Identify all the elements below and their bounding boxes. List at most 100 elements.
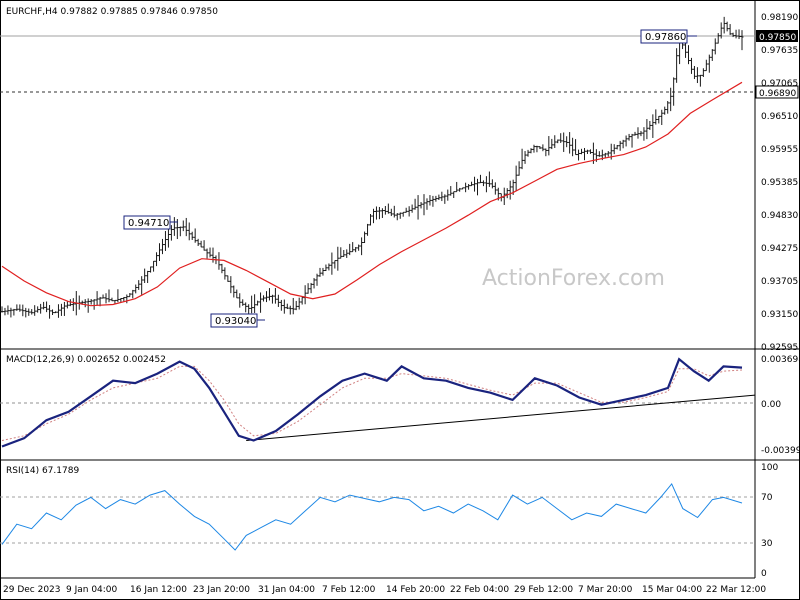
ohlc-bar bbox=[437, 194, 441, 201]
ohlc-bar bbox=[282, 299, 286, 314]
ohlc-bar bbox=[48, 305, 52, 319]
ohlc-bar bbox=[294, 300, 298, 311]
ohlc-bar bbox=[267, 288, 271, 301]
ohlc-bar bbox=[330, 252, 334, 275]
ohlc-bar bbox=[339, 247, 343, 259]
price-pane-header: EURCHF,H4 0.97882 0.97885 0.97846 0.9785… bbox=[6, 7, 218, 17]
ohlc-bar bbox=[565, 136, 569, 148]
ohlc-bar bbox=[190, 231, 194, 240]
ohlc-bar bbox=[371, 208, 375, 224]
ohlc-bar bbox=[273, 288, 277, 304]
ohlc-bar bbox=[149, 266, 153, 273]
ohlc-bar bbox=[484, 176, 488, 193]
ohlc-bar bbox=[42, 301, 46, 310]
ohlc-bar bbox=[663, 106, 667, 115]
ohlc-bar bbox=[556, 139, 560, 144]
ohlc-bar bbox=[146, 270, 150, 284]
ohlc-bar bbox=[725, 21, 729, 32]
ohlc-bar bbox=[232, 285, 236, 298]
ohlc-bar bbox=[196, 238, 200, 247]
ohlc-bar bbox=[505, 188, 509, 199]
ohlc-bar bbox=[220, 263, 224, 274]
ohlc-bar bbox=[449, 186, 453, 196]
ohlc-bar bbox=[687, 45, 691, 65]
ohlc-bar bbox=[324, 264, 328, 272]
ohlc-bar bbox=[657, 115, 661, 124]
ohlc-bar bbox=[672, 77, 676, 106]
rsi-pane-header: RSI(14) 67.1789 bbox=[6, 466, 79, 476]
ohlc-bar bbox=[422, 194, 426, 216]
ohlc-bar bbox=[648, 120, 652, 130]
price-tick-label: 0.93150 bbox=[761, 310, 798, 320]
ohlc-bar bbox=[62, 301, 66, 316]
ohlc-bar bbox=[654, 109, 658, 125]
ohlc-bar bbox=[53, 311, 57, 314]
rsi-tick-label: 0 bbox=[761, 569, 767, 579]
ohlc-bar bbox=[410, 204, 414, 213]
annotation-label: 0.94710 bbox=[128, 218, 169, 229]
ohlc-bar bbox=[250, 295, 254, 314]
ohlc-bar bbox=[597, 151, 601, 157]
ohlc-bar bbox=[416, 195, 420, 220]
ohlc-bar bbox=[571, 137, 575, 157]
ohlc-bar bbox=[259, 292, 263, 313]
ohlc-bar bbox=[360, 237, 364, 256]
rsi-line bbox=[1, 482, 743, 551]
ohlc-bar bbox=[582, 147, 586, 161]
ohlc-bar bbox=[363, 231, 367, 243]
ohlc-bar bbox=[152, 260, 156, 272]
ohlc-bar bbox=[226, 275, 230, 282]
time-tick-label: 29 Dec 2023 bbox=[3, 585, 61, 595]
ohlc-bar bbox=[354, 247, 358, 253]
ohlc-bar bbox=[235, 289, 239, 299]
annotation-label: 0.97860 bbox=[645, 32, 686, 43]
last-price-label: 0.97850 bbox=[759, 33, 796, 43]
time-tick-label: 31 Jan 04:00 bbox=[258, 585, 315, 595]
time-axis: 29 Dec 2023 9 Jan 04:00 16 Jan 12:00 23 … bbox=[3, 585, 766, 595]
macd-tick-label: -0.003994 bbox=[761, 446, 800, 456]
ohlc-bar bbox=[56, 304, 60, 318]
ohlc-bar bbox=[68, 299, 72, 307]
ohlc-bar bbox=[541, 144, 545, 152]
ohlc-bar bbox=[642, 127, 646, 141]
ohlc-bar bbox=[303, 285, 307, 305]
ohlc-bar bbox=[125, 294, 129, 304]
ohlc-bar bbox=[606, 151, 610, 157]
ohlc-bar bbox=[12, 308, 16, 316]
price-tick-label: 0.93705 bbox=[761, 277, 798, 287]
ohlc-bar bbox=[431, 195, 435, 207]
ohlc-bar bbox=[526, 149, 530, 157]
ohlc-bar bbox=[223, 267, 227, 280]
ohlc-bar bbox=[288, 305, 292, 315]
ohlc-bar bbox=[321, 267, 325, 276]
ohlc-bar bbox=[134, 284, 138, 294]
ohlc-bar bbox=[380, 208, 384, 218]
ohlc-bar bbox=[36, 306, 40, 313]
ohlc-bar bbox=[24, 307, 28, 318]
ohlc-bar bbox=[309, 282, 313, 294]
ohlc-bar bbox=[374, 206, 378, 220]
ohlc-bar bbox=[710, 49, 714, 61]
ohlc-bar bbox=[392, 205, 396, 218]
ohlc-bar bbox=[229, 276, 233, 294]
ohlc-bar bbox=[404, 207, 408, 213]
ohlc-bar bbox=[419, 202, 423, 209]
ohlc-bar bbox=[137, 280, 141, 290]
ohlc-bar bbox=[262, 295, 266, 302]
ohlc-bar bbox=[178, 226, 182, 237]
ohlc-bar bbox=[345, 249, 349, 258]
ohlc-bar bbox=[113, 299, 117, 304]
ohlc-bar bbox=[27, 308, 31, 316]
watermark: ActionForex.com bbox=[482, 266, 665, 291]
ohlc-bar bbox=[383, 205, 387, 215]
rsi-y-axis: 100 70 30 0 bbox=[761, 463, 778, 579]
price-tick-label: 0.97635 bbox=[761, 46, 798, 56]
ohlc-bar bbox=[386, 203, 390, 214]
ohlc-bar bbox=[15, 304, 19, 311]
ohlc-bar bbox=[155, 252, 159, 267]
price-tick-label: 0.97065 bbox=[761, 79, 798, 89]
ohlc-bar bbox=[701, 68, 705, 78]
ohlc-bar bbox=[520, 148, 524, 170]
